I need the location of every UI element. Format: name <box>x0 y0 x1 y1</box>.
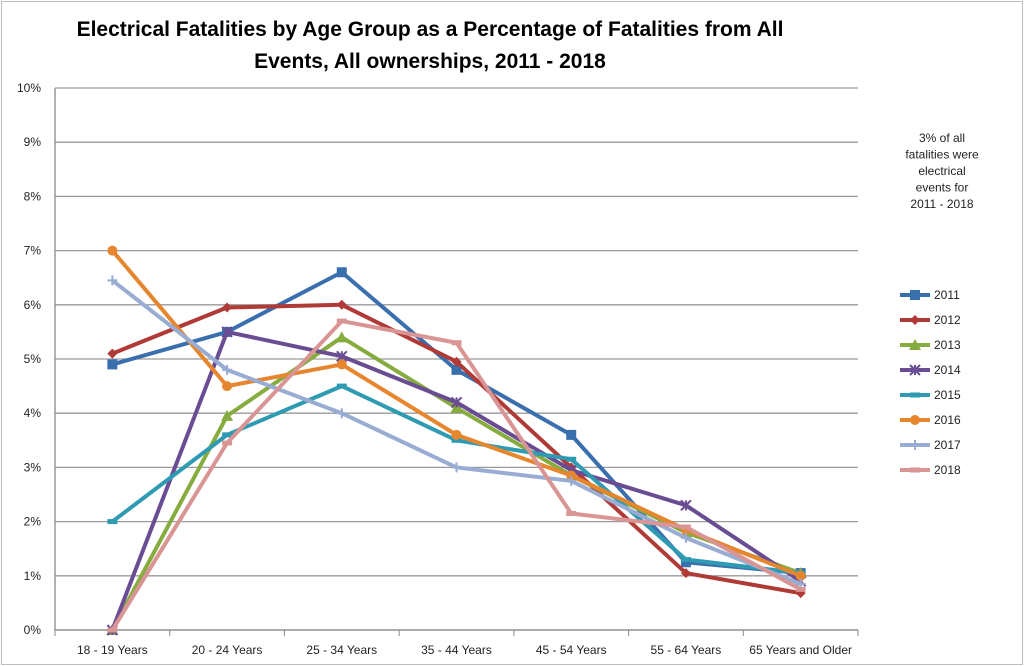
data-point <box>451 356 462 367</box>
y-tick-label: 5% <box>24 352 42 366</box>
legend-label: 2013 <box>934 338 961 352</box>
chart-title-line-1: Electrical Fatalities by Age Group as a … <box>77 18 784 41</box>
legend-marker <box>910 392 920 398</box>
y-tick-label: 8% <box>24 189 42 203</box>
data-point <box>451 364 462 375</box>
data-point <box>336 383 347 389</box>
data-point <box>795 570 806 581</box>
data-point <box>107 359 118 370</box>
y-tick-label: 6% <box>24 298 42 312</box>
legend-label: 2014 <box>934 363 961 377</box>
annotation-text: electrical <box>918 164 965 178</box>
data-point <box>107 245 118 256</box>
y-tick-label: 2% <box>24 515 42 529</box>
data-point <box>680 499 692 512</box>
y-tick-label: 0% <box>24 623 42 637</box>
legend-marker <box>910 415 920 425</box>
data-point <box>221 409 234 421</box>
data-point <box>107 348 118 359</box>
annotation-text: events for <box>916 181 969 195</box>
data-point <box>335 331 348 343</box>
data-point <box>336 359 347 370</box>
data-point <box>680 524 691 530</box>
data-point <box>566 510 577 516</box>
data-point <box>680 568 691 579</box>
data-point <box>221 326 233 338</box>
x-tick-label: 35 - 44 Years <box>421 643 492 657</box>
data-point <box>566 456 577 462</box>
legend-marker <box>909 364 921 376</box>
data-point <box>336 267 347 278</box>
legend-marker <box>909 339 921 350</box>
legend-item: 2018 <box>900 463 961 477</box>
data-point <box>566 475 577 486</box>
legend-marker <box>910 440 920 450</box>
data-point <box>107 275 118 286</box>
data-point <box>680 557 691 568</box>
legend-marker <box>910 467 920 473</box>
legend-label: 2012 <box>934 313 961 327</box>
legend-item: 2011 <box>900 288 960 302</box>
data-point <box>222 302 233 313</box>
legend-marker <box>910 315 920 325</box>
data-point <box>450 396 463 409</box>
y-tick-label: 7% <box>24 244 42 258</box>
y-tick-label: 3% <box>24 460 42 474</box>
legend-item: 2017 <box>900 438 961 452</box>
y-tick-label: 1% <box>24 569 42 583</box>
data-point <box>680 557 691 563</box>
legend-label: 2016 <box>934 413 961 427</box>
legend-item: 2016 <box>900 413 961 427</box>
legend-item: 2012 <box>900 313 961 327</box>
data-point <box>451 437 462 443</box>
x-tick-label: 18 - 19 Years <box>77 643 148 657</box>
data-point <box>107 627 118 633</box>
data-point <box>336 299 347 310</box>
legend-item: 2015 <box>900 388 961 402</box>
x-tick-label: 25 - 34 Years <box>306 643 377 657</box>
x-tick-label: 55 - 64 Years <box>651 643 722 657</box>
data-point <box>222 381 233 392</box>
annotation-text: 3% of all <box>919 131 965 145</box>
data-point <box>336 408 347 419</box>
legend-item: 2013 <box>900 338 961 352</box>
series-line <box>111 270 801 576</box>
data-point <box>222 364 233 375</box>
data-point <box>107 519 118 525</box>
data-point <box>222 432 233 438</box>
series-line <box>111 384 801 576</box>
data-point <box>566 470 577 481</box>
legend-label: 2011 <box>934 288 960 302</box>
x-tick-label: 65 Years and Older <box>749 643 852 657</box>
x-tick-label: 45 - 54 Years <box>536 643 607 657</box>
data-point <box>336 318 347 324</box>
series-2017 <box>107 275 806 589</box>
legend-label: 2018 <box>934 463 961 477</box>
annotation-text: 2011 - 2018 <box>910 197 973 211</box>
y-tick-label: 9% <box>24 135 42 149</box>
y-tick-label: 10% <box>17 81 41 95</box>
chart-title-line-2: Events, All ownerships, 2011 - 2018 <box>254 50 606 73</box>
legend-label: 2017 <box>934 438 961 452</box>
data-point <box>451 429 462 440</box>
series-line <box>111 302 801 596</box>
series-2016 <box>107 245 806 581</box>
x-tick-label: 20 - 24 Years <box>192 643 263 657</box>
series-line <box>110 335 802 631</box>
legend-label: 2015 <box>934 388 961 402</box>
y-tick-label: 4% <box>24 406 42 420</box>
data-point <box>222 440 233 446</box>
series-line <box>110 329 802 631</box>
legend-item: 2014 <box>900 363 961 377</box>
data-point <box>566 429 577 440</box>
data-point <box>680 532 691 543</box>
data-point <box>451 462 462 473</box>
legend-marker <box>910 290 920 300</box>
data-point <box>451 340 462 346</box>
data-point <box>795 586 806 592</box>
series-2018 <box>107 318 806 633</box>
annotation-text: fatalities were <box>905 148 979 162</box>
